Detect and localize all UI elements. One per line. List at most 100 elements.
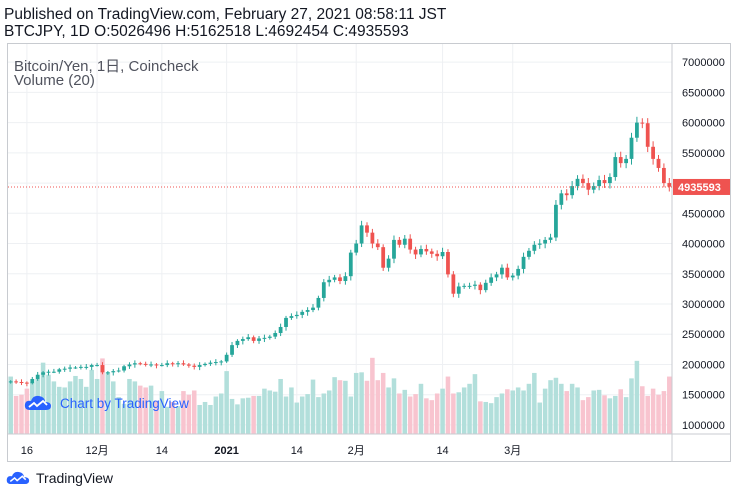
volume-bar xyxy=(191,390,197,434)
volume-bar xyxy=(461,387,467,434)
volume-bar xyxy=(607,398,613,434)
candle-body xyxy=(446,252,450,275)
volume-legend[interactable]: Volume (20) xyxy=(14,72,95,89)
candle-body xyxy=(294,314,299,317)
volume-bar xyxy=(267,390,273,434)
candle-body xyxy=(359,225,364,244)
candle-body xyxy=(257,338,261,341)
candle-body xyxy=(181,363,186,365)
volume-bar xyxy=(235,404,240,434)
footer-text: TradingView xyxy=(36,470,114,486)
candle-body xyxy=(662,167,666,184)
volume-bar xyxy=(240,398,246,434)
volume-bar xyxy=(148,385,154,434)
volume-bar xyxy=(299,396,305,434)
candle-body xyxy=(105,372,110,374)
volume-bar xyxy=(429,400,435,434)
candle-body xyxy=(402,238,407,245)
candle-body xyxy=(51,371,56,373)
volume-bar xyxy=(218,393,224,434)
candle-body xyxy=(251,337,256,341)
candle-body xyxy=(224,354,229,362)
candle-body xyxy=(203,363,207,366)
candle-body xyxy=(62,368,67,370)
candle-body xyxy=(386,258,391,268)
volume-bar xyxy=(472,374,478,434)
volume-bar xyxy=(224,371,229,434)
tradingview-logo-icon xyxy=(6,471,30,484)
candle-body xyxy=(208,362,213,364)
candle-body xyxy=(543,239,548,244)
watermark[interactable]: Chart by TradingView xyxy=(24,393,189,413)
volume-bar xyxy=(116,397,121,434)
chart-frame[interactable] xyxy=(7,43,731,462)
volume-bar xyxy=(656,394,661,434)
x-tick-label: 14 xyxy=(436,445,448,457)
candle-body xyxy=(570,186,575,196)
candle-body xyxy=(532,244,537,251)
candle-body xyxy=(354,243,359,253)
volume-bar xyxy=(407,396,413,434)
candle-body xyxy=(435,253,440,257)
candle-body xyxy=(381,247,386,268)
candle-body xyxy=(516,268,521,276)
volume-bar xyxy=(478,401,483,434)
volume-bar xyxy=(78,378,84,434)
candle-body xyxy=(197,365,202,367)
candle-body xyxy=(262,337,267,339)
volume-bar xyxy=(170,401,175,434)
candle-body xyxy=(527,250,531,257)
volume-bar xyxy=(634,360,640,434)
published-line: Published on TradingView.com, February 2… xyxy=(4,6,447,23)
candle-body xyxy=(586,183,591,190)
candle-body xyxy=(478,284,483,291)
candle-body xyxy=(618,157,623,164)
candle-body xyxy=(392,239,396,259)
volume-bar xyxy=(289,387,294,434)
volume-bar xyxy=(661,391,667,434)
candle-body xyxy=(645,123,650,147)
candle-body xyxy=(176,363,180,365)
candle-body xyxy=(35,374,40,379)
volume-bar xyxy=(505,389,510,434)
y-tick-label: 4500000 xyxy=(682,208,725,220)
volume-bar xyxy=(127,378,132,434)
candle-body xyxy=(559,193,564,205)
candle-body xyxy=(41,372,45,375)
volume-bar xyxy=(650,388,656,434)
y-tick-label: 1000000 xyxy=(682,420,725,432)
candle-body xyxy=(159,365,164,367)
candle-body xyxy=(25,382,29,384)
candle-body xyxy=(143,363,148,365)
candle-body xyxy=(500,267,504,275)
candle-body xyxy=(230,345,234,355)
candle-body xyxy=(327,279,332,283)
volume-bar xyxy=(386,387,391,434)
volume-bar xyxy=(402,389,408,434)
volume-bar xyxy=(262,388,267,434)
candle-body xyxy=(14,381,18,383)
volume-bar xyxy=(100,358,105,434)
volume-bar xyxy=(164,406,170,434)
symbol-legend[interactable]: Bitcoin/Yen, 1日, Coincheck xyxy=(14,58,199,75)
candle-body xyxy=(343,276,348,282)
volume-bar xyxy=(575,387,580,434)
volume-bar xyxy=(337,380,343,434)
volume-bar xyxy=(8,376,13,434)
axes: 7000000650000060000005500000500000045000… xyxy=(8,44,730,461)
ohlc-line: BTCJPY, 1D O:5026496 H:5162518 L:4692454… xyxy=(4,23,409,40)
candle-body xyxy=(505,267,510,278)
volume-bar xyxy=(359,372,364,434)
volume-bar xyxy=(569,383,575,434)
x-tick-label: 16 xyxy=(21,445,33,457)
volume-bar xyxy=(559,383,564,434)
volume-bar xyxy=(111,381,116,434)
volume-bar xyxy=(326,390,332,434)
candle-body xyxy=(348,252,353,277)
volume-bar xyxy=(24,388,30,434)
footer-brand[interactable]: TradingView xyxy=(6,468,113,488)
volume-bar xyxy=(208,404,213,434)
candle-body xyxy=(138,363,143,365)
y-tick-label: 6500000 xyxy=(682,87,725,99)
